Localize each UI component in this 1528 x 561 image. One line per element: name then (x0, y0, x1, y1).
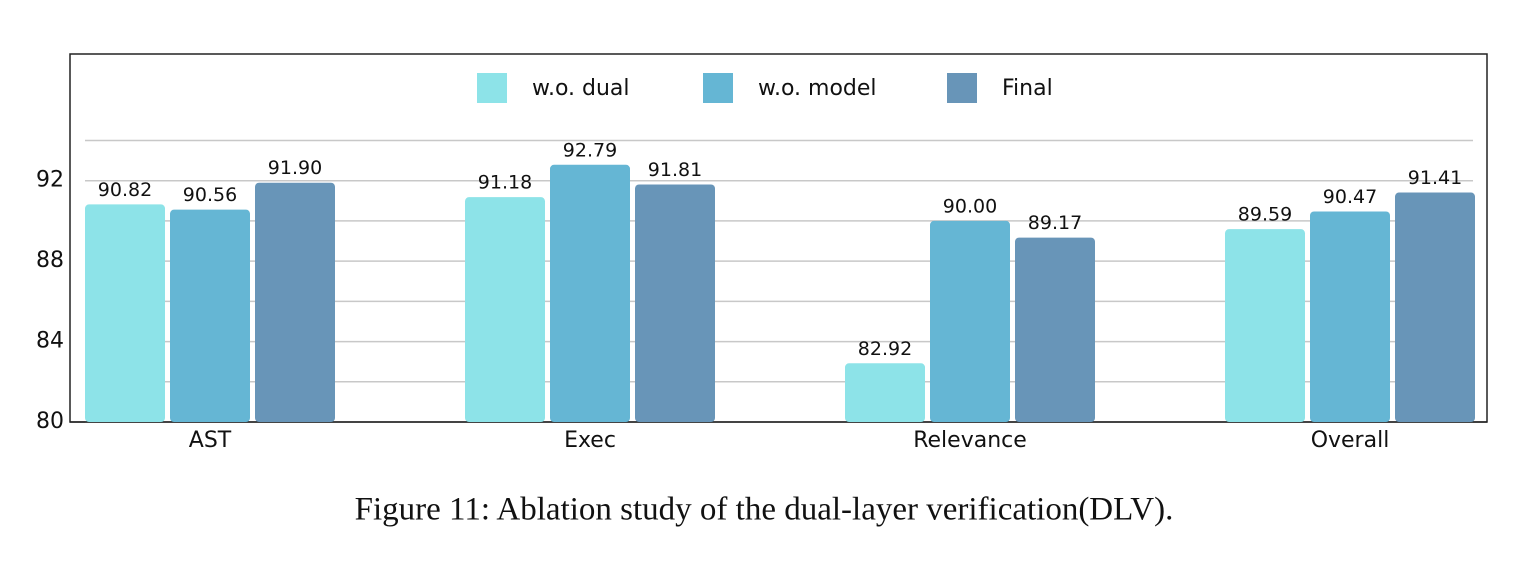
value-label: 90.47 (1323, 186, 1377, 208)
bar (930, 220, 1010, 422)
legend-label: w.o. dual (532, 76, 630, 101)
bar (85, 204, 165, 422)
x-tick-label: AST (189, 428, 232, 453)
bar (465, 197, 545, 422)
legend-swatch (947, 73, 977, 103)
y-tick-label: 92 (36, 168, 64, 193)
y-tick-label: 80 (36, 409, 64, 434)
bar (550, 164, 630, 422)
bar (1395, 192, 1475, 422)
x-tick-label: Overall (1311, 428, 1390, 453)
value-label: 89.17 (1028, 212, 1082, 234)
value-label: 92.79 (563, 139, 617, 161)
caption: Figure 11: Ablation study of the dual-la… (355, 492, 1174, 528)
legend-label: Final (1002, 76, 1053, 101)
x-tick-label: Exec (564, 428, 616, 453)
value-label: 91.81 (648, 159, 702, 181)
value-label: 91.41 (1408, 167, 1462, 189)
y-tick-label: 84 (36, 329, 64, 354)
legend-label: w.o. model (758, 76, 877, 101)
legend-swatch (477, 73, 507, 103)
value-label: 89.59 (1238, 204, 1292, 226)
x-tick-label: Relevance (913, 428, 1027, 453)
y-tick-label: 88 (36, 248, 64, 273)
value-label: 91.18 (478, 172, 532, 194)
value-label: 90.56 (183, 184, 237, 206)
bar (170, 209, 250, 422)
bar (635, 184, 715, 422)
bar (845, 363, 925, 422)
bar (1015, 237, 1095, 422)
value-label: 90.82 (98, 179, 152, 201)
bar (1225, 229, 1305, 422)
value-label: 91.90 (268, 157, 322, 179)
value-label: 90.00 (943, 195, 997, 217)
bar (255, 182, 335, 422)
bar (1310, 211, 1390, 422)
value-label: 82.92 (858, 338, 912, 360)
legend-swatch (703, 73, 733, 103)
